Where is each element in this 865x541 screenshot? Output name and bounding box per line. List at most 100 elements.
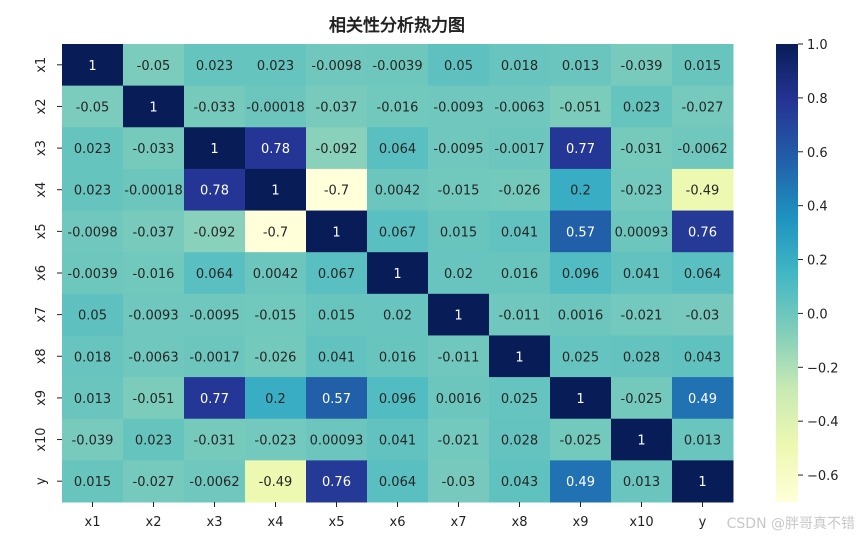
x-tick-label-x9: x9 (573, 515, 589, 530)
heatmap-cell-x2-y (672, 85, 734, 128)
colorbar-tick-label: 0.0 (807, 307, 828, 322)
heatmap-cell-x9-x2 (123, 377, 185, 420)
cell-value-label: 0.043 (501, 475, 538, 490)
heatmap-cell-y-x8 (489, 460, 551, 503)
heatmap-cell-x10-x10 (611, 418, 673, 461)
cell-value-label: -0.00018 (124, 184, 182, 199)
cell-value-label: 0.023 (196, 59, 233, 74)
heatmap-cell-x8-x9 (550, 335, 612, 378)
cell-value-label: -0.0039 (67, 267, 117, 282)
cell-value-label: -0.0098 (311, 59, 361, 74)
cell-value-label: -0.051 (560, 100, 602, 115)
cell-value-label: -0.031 (194, 434, 236, 449)
cell-value-label: -0.05 (137, 59, 171, 74)
y-tick-labels: x1 x2 x3 x4 x5 x6 x7 x8 x9 x10 y (34, 57, 62, 485)
heatmap-cell-y-x1 (62, 460, 124, 503)
heatmap-cell-x2-x10 (611, 85, 673, 128)
colorbar-tick-label: 0.6 (807, 146, 828, 161)
cell-value-label: 0.041 (379, 434, 416, 449)
cell-value-label: -0.051 (133, 392, 175, 407)
heatmap-cell-x4-x7 (428, 168, 490, 212)
cell-value-label: -0.0062 (189, 475, 239, 490)
cell-value-label: 0.018 (74, 350, 111, 365)
cell-value-label: 1 (149, 100, 157, 115)
y-tick-label-x5: x5 (34, 223, 49, 239)
cell-value-label: 0.76 (688, 225, 717, 240)
cell-value-label: 0.05 (444, 59, 473, 74)
y-tick-label-y: y (34, 477, 49, 485)
heatmap-cell-x10-x5 (306, 418, 368, 461)
cell-value-label: 1 (698, 475, 706, 490)
cell-value-label: -0.0063 (128, 350, 178, 365)
cell-value-label: 0.57 (322, 392, 351, 407)
cell-value-label: 0.028 (501, 434, 538, 449)
cell-value-label: -0.0039 (372, 59, 422, 74)
cell-value-label: 0.064 (684, 267, 721, 282)
heatmap-cell-x4-x5 (306, 168, 368, 212)
heatmap-cell-x10-x1 (62, 418, 124, 461)
cell-value-label: 0.57 (566, 225, 595, 240)
colorbar-tick-label: 0.2 (807, 254, 828, 269)
heatmap-cell-x5-x8 (489, 210, 551, 253)
colorbar (776, 44, 798, 502)
cell-value-label: -0.033 (194, 100, 236, 115)
heatmap-cell-x7-x1 (62, 293, 124, 336)
heatmap-cell-x9-y (672, 377, 734, 420)
heatmap-cell-x10-x8 (489, 418, 551, 461)
heatmap-cell-x10-x2 (123, 418, 185, 461)
heatmap-cell-x7-x2 (123, 293, 185, 336)
heatmap-cell-x8-x7 (428, 335, 490, 378)
cell-value-label: 0.028 (623, 350, 660, 365)
cell-value-label: -0.03 (686, 309, 720, 324)
cell-value-label: 0.041 (623, 267, 660, 282)
heatmap-cell-x1-y (672, 44, 734, 87)
cell-value-label: 0.2 (570, 184, 591, 199)
cell-value-label: 0.0042 (253, 267, 299, 282)
cell-value-label: -0.092 (316, 142, 358, 157)
y-tick-label-x1: x1 (34, 57, 49, 73)
heatmap-cell-x10-x7 (428, 418, 490, 461)
heatmap-cell-x9-x5 (306, 377, 368, 420)
cell-value-label: -0.015 (255, 309, 297, 324)
cell-value-label: 0.2 (265, 392, 286, 407)
cell-value-label: 0.043 (684, 350, 721, 365)
cell-value-label: -0.0017 (494, 142, 544, 157)
heatmap-cell-x2-x9 (550, 85, 612, 128)
heatmap-cell-x3-x9 (550, 127, 612, 170)
colorbar-tick-label: 1.0 (807, 38, 828, 53)
cell-value-label: -0.0095 (433, 142, 483, 157)
cell-value-label: 0.02 (383, 309, 412, 324)
cell-value-label: 0.05 (78, 309, 107, 324)
heatmap-cell-x7-x9 (550, 293, 612, 336)
heatmap-cell-y-y (672, 460, 734, 503)
heatmap-cell-x6-x4 (245, 252, 307, 295)
cell-value-label: 0.00093 (615, 225, 669, 240)
x-tick-label-x1: x1 (85, 515, 101, 530)
heatmap-cell-x2-x8 (489, 85, 551, 128)
cell-value-label: -0.011 (438, 350, 480, 365)
cell-value-label: 1 (454, 309, 462, 324)
heatmap-cell-x1-x2 (123, 44, 185, 87)
y-tick-label-x4: x4 (34, 182, 49, 198)
cell-value-label: 0.025 (562, 350, 599, 365)
cell-value-label: 0.067 (379, 225, 416, 240)
heatmap-cell-x5-x7 (428, 210, 490, 253)
heatmap-cell-x3-x8 (489, 127, 551, 170)
heatmap-cell-x4-x8 (489, 168, 551, 212)
heatmap-cell-x4-x4 (245, 168, 307, 212)
cell-value-label: -0.031 (621, 142, 663, 157)
cell-value-label: 0.023 (74, 184, 111, 199)
x-tick-label-x3: x3 (207, 515, 223, 530)
cell-value-label: 0.76 (322, 475, 351, 490)
heatmap-cell-x9-x8 (489, 377, 551, 420)
watermark: CSDN @胖哥真不错 (726, 516, 855, 532)
heatmap-cell-x6-x9 (550, 252, 612, 295)
cell-value-label: -0.037 (316, 100, 358, 115)
cell-value-label: 0.013 (562, 59, 599, 74)
heatmap-cell-y-x5 (306, 460, 368, 503)
y-tick-label-x10: x10 (34, 427, 49, 451)
cell-value-label: 0.013 (74, 392, 111, 407)
heatmap-cell-x2-x3 (184, 85, 246, 128)
heatmap-cell-x4-x9 (550, 168, 612, 212)
